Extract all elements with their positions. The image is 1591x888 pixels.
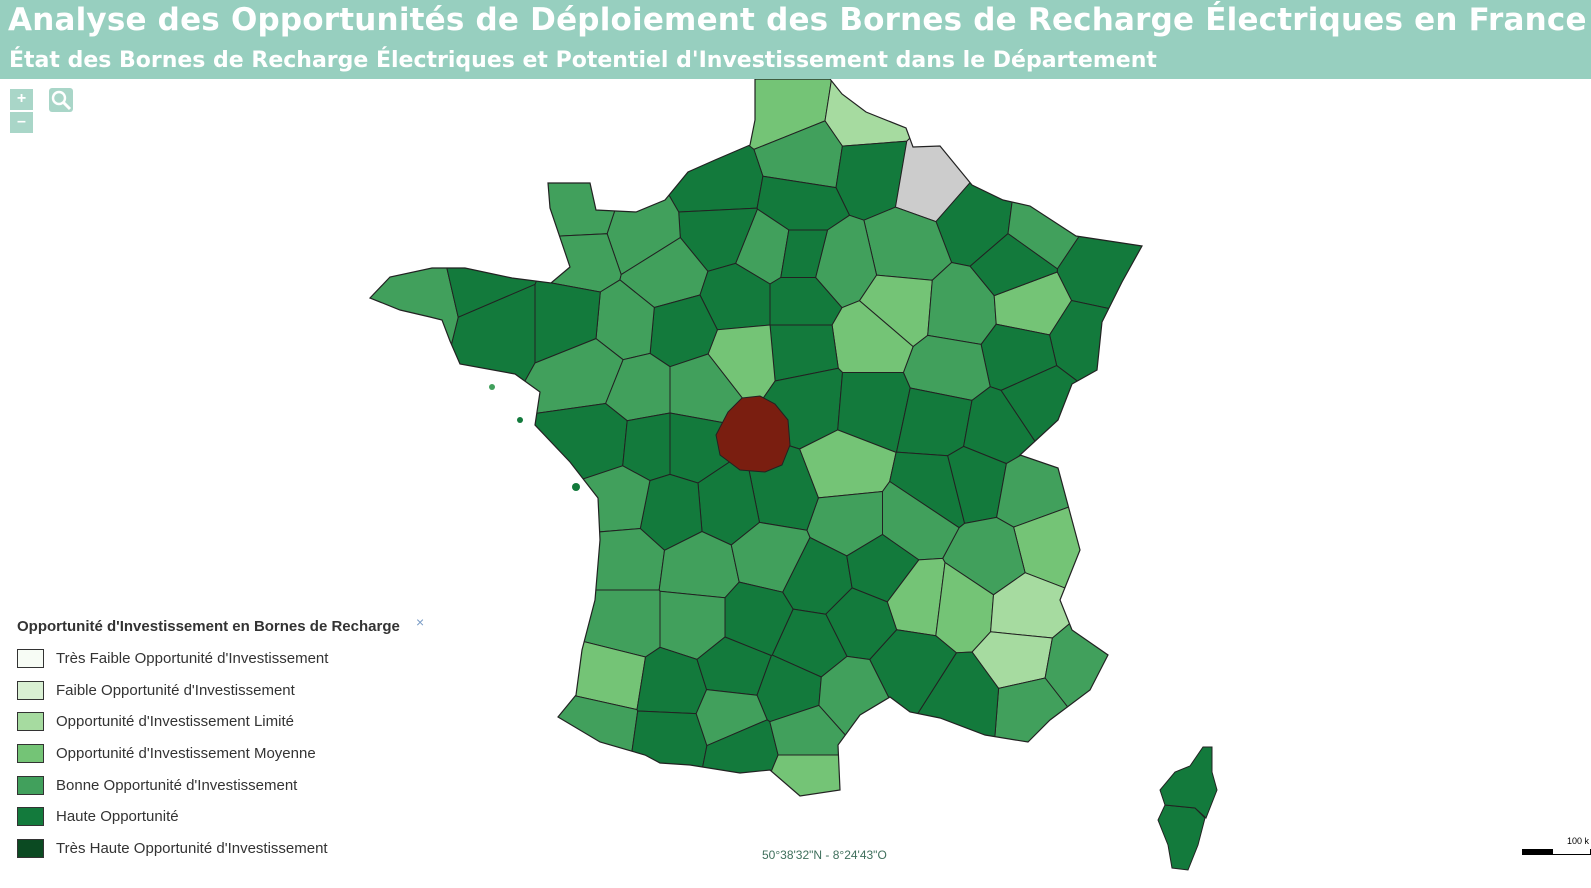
department-region[interactable] bbox=[754, 754, 920, 810]
legend-swatch bbox=[17, 838, 44, 858]
search-button[interactable] bbox=[49, 88, 73, 112]
department-region[interactable] bbox=[996, 444, 1160, 528]
department-region[interactable] bbox=[340, 527, 666, 591]
legend-label: Faible Opportunité d'Investissement bbox=[56, 681, 295, 699]
department-region[interactable] bbox=[824, 79, 980, 147]
page-title: Analyse des Opportunités de Déploiement … bbox=[8, 2, 1587, 38]
header-banner: Analyse des Opportunités de Déploiement … bbox=[0, 0, 1591, 79]
legend-swatch bbox=[17, 649, 44, 669]
legend-label: Très Faible Opportunité d'Investissement bbox=[56, 650, 329, 668]
department-region[interactable] bbox=[1049, 299, 1160, 445]
zoom-in-button[interactable]: + bbox=[10, 89, 33, 110]
legend-label: Opportunité d'Investissement Moyenne bbox=[56, 745, 316, 763]
coordinates-readout: 50°38'32"N - 8°24'43"O bbox=[762, 848, 887, 862]
legend-item: Haute Opportunité bbox=[17, 801, 437, 833]
legend-item: Très Faible Opportunité d'Investissement bbox=[17, 643, 437, 675]
department-haute-corse[interactable] bbox=[1159, 746, 1218, 819]
department-region[interactable] bbox=[399, 79, 639, 239]
scale-label: 100 k bbox=[1566, 836, 1589, 846]
department-region[interactable] bbox=[623, 710, 708, 810]
department-region[interactable] bbox=[624, 79, 764, 213]
search-icon bbox=[49, 88, 73, 112]
france-departments-map bbox=[340, 79, 1218, 871]
island-belle-ile bbox=[489, 384, 495, 390]
legend-item: Bonne Opportunité d'Investissement bbox=[17, 769, 437, 801]
legend-item: Faible Opportunité d'Investissement bbox=[17, 675, 437, 707]
department-region[interactable] bbox=[1056, 113, 1160, 321]
legend-item: Opportunité d'Investissement Limité bbox=[17, 706, 437, 738]
legend-swatch bbox=[17, 807, 44, 827]
legend-label: Opportunité d'Investissement Limité bbox=[56, 713, 294, 731]
department-corse-du-sud[interactable] bbox=[1157, 804, 1206, 871]
legend-label: Haute Opportunité bbox=[56, 808, 179, 826]
department-region[interactable] bbox=[969, 232, 1058, 297]
department-region[interactable] bbox=[895, 387, 973, 457]
legend-swatch bbox=[17, 712, 44, 732]
legend-close-button[interactable]: × bbox=[416, 614, 425, 630]
legend: Opportunité d'Investissement en Bornes d… bbox=[17, 614, 437, 864]
coastline-outline bbox=[368, 79, 1143, 797]
legend-item: Très Haute Opportunité d'Investissement bbox=[17, 833, 437, 865]
mainland-group bbox=[340, 79, 1160, 810]
island-ile-de-re bbox=[517, 417, 523, 423]
legend-swatch bbox=[17, 744, 44, 764]
page-subtitle: État des Bornes de Recharge Électriques … bbox=[9, 48, 1157, 73]
department-selected-indre[interactable] bbox=[715, 395, 791, 473]
legend-item: Opportunité d'Investissement Moyenne bbox=[17, 738, 437, 770]
legend-swatch bbox=[17, 680, 44, 700]
legend-label: Bonne Opportunité d'Investissement bbox=[56, 776, 298, 794]
zoom-out-button[interactable]: – bbox=[10, 112, 33, 133]
scale-bar-graphic bbox=[1522, 849, 1591, 855]
scale-bar: 100 k bbox=[1522, 836, 1591, 858]
department-region[interactable] bbox=[340, 79, 459, 575]
legend-swatch bbox=[17, 775, 44, 795]
legend-title: Opportunité d'Investissement en Bornes d… bbox=[17, 618, 400, 635]
legend-items: Très Faible Opportunité d'Investissement… bbox=[17, 643, 437, 864]
legend-label: Très Haute Opportunité d'Investissement bbox=[56, 839, 328, 857]
island-oleron bbox=[572, 483, 580, 491]
